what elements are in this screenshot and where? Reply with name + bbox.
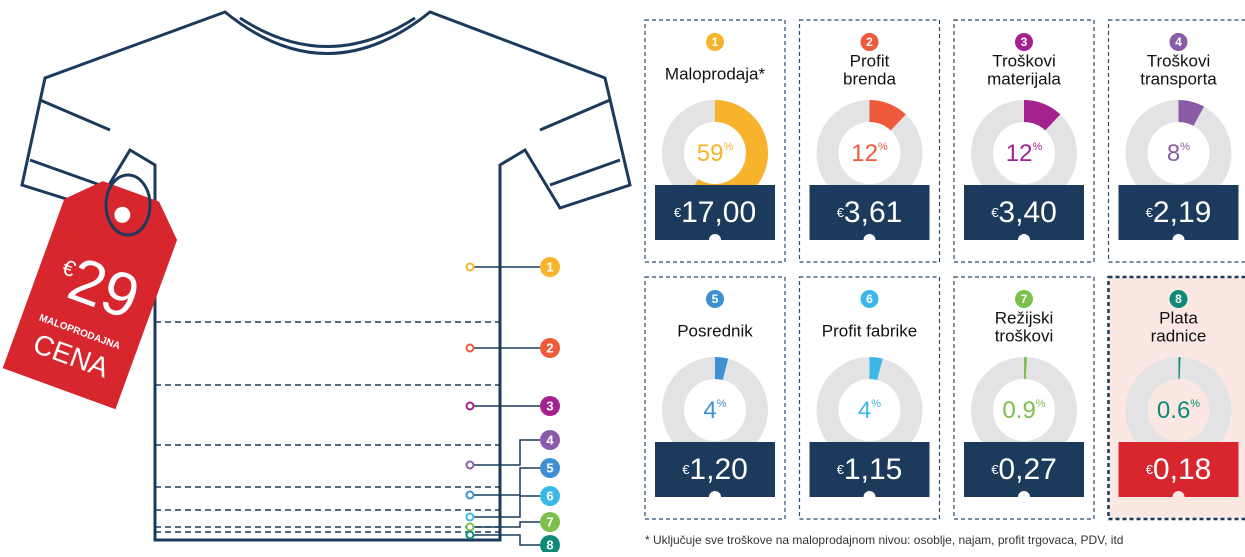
card-number: 8 bbox=[1175, 292, 1182, 306]
card-title: Maloprodaja* bbox=[665, 64, 766, 83]
card-number: 7 bbox=[1021, 292, 1028, 306]
marker-dot bbox=[467, 524, 474, 531]
marker-dot bbox=[467, 532, 474, 539]
card-title: transporta bbox=[1140, 69, 1217, 88]
card-title: Troškovi bbox=[1147, 51, 1211, 70]
card-number: 2 bbox=[866, 35, 873, 49]
card-title: Profit bbox=[850, 51, 890, 70]
card-number: 5 bbox=[712, 292, 719, 306]
price-value: 2,19 bbox=[1153, 196, 1211, 229]
percent-sign: % bbox=[1190, 398, 1200, 410]
marker-number: 6 bbox=[546, 488, 553, 503]
price-value: 3,40 bbox=[998, 196, 1056, 229]
ticket-notch bbox=[864, 234, 876, 246]
ticket-notch bbox=[1173, 234, 1185, 246]
price-label: €2,19 bbox=[1146, 196, 1212, 229]
marker-number: 8 bbox=[546, 537, 553, 552]
percent-value: 0.9 bbox=[1002, 397, 1035, 424]
percent-value: 12 bbox=[851, 140, 878, 167]
price-value: 1,20 bbox=[689, 453, 747, 486]
ticket-notch bbox=[864, 491, 876, 503]
percent-sign: % bbox=[1036, 398, 1046, 410]
percent-sign: % bbox=[878, 141, 888, 153]
ticket-notch bbox=[709, 491, 721, 503]
price-label: €1,20 bbox=[682, 453, 748, 486]
percent-sign: % bbox=[871, 398, 881, 410]
percent-value: 59 bbox=[697, 140, 724, 167]
donut-arc bbox=[870, 368, 880, 369]
marker-dot bbox=[467, 264, 474, 271]
marker-number: 1 bbox=[546, 259, 553, 274]
price-label: €3,40 bbox=[991, 196, 1057, 229]
marker-number: 7 bbox=[546, 514, 553, 529]
card-number: 1 bbox=[712, 35, 719, 49]
marker-number: 5 bbox=[546, 460, 553, 475]
leader-line bbox=[470, 468, 540, 495]
ticket-notch bbox=[1173, 491, 1185, 503]
card-title: Troškovi bbox=[992, 51, 1056, 70]
price-value: 1,15 bbox=[844, 453, 902, 486]
leader-line bbox=[470, 440, 540, 465]
card-title: Profit fabrike bbox=[822, 321, 917, 340]
card-title: Posrednik bbox=[677, 321, 753, 340]
price-value: 0,18 bbox=[1153, 453, 1211, 486]
ticket-notch bbox=[1018, 234, 1030, 246]
marker-dot bbox=[467, 345, 474, 352]
card-title: troškovi bbox=[995, 326, 1054, 345]
percent-sign: % bbox=[1180, 141, 1190, 153]
price-label: €3,61 bbox=[837, 196, 903, 229]
price-value: 0,27 bbox=[998, 453, 1056, 486]
footnote: * Uključuje sve troškove na maloprodajno… bbox=[645, 533, 1123, 547]
marker-dot bbox=[467, 403, 474, 410]
marker-number: 4 bbox=[546, 432, 554, 447]
ticket-notch bbox=[709, 234, 721, 246]
marker-number: 2 bbox=[546, 340, 553, 355]
price-label: €17,00 bbox=[674, 196, 756, 229]
price-label: €0,18 bbox=[1146, 453, 1212, 486]
percent-value: 0.6 bbox=[1157, 397, 1190, 424]
marker-dot bbox=[467, 462, 474, 469]
leader-line bbox=[470, 522, 540, 527]
marker-dot bbox=[467, 492, 474, 499]
donut-arc bbox=[715, 368, 725, 369]
infographic: € 29 MALOPRODAJNA CENA 12345678 1Malopro… bbox=[0, 0, 1245, 552]
marker-number: 3 bbox=[546, 398, 553, 413]
price-label: €1,15 bbox=[837, 453, 903, 486]
markers: 1 2 3 4 5 6 7 8 bbox=[467, 257, 561, 552]
donut-arc bbox=[1179, 111, 1199, 116]
price-value: 17,00 bbox=[681, 196, 756, 229]
marker-dot bbox=[467, 514, 474, 521]
card-title: Režijski bbox=[995, 308, 1054, 327]
card-title: brenda bbox=[843, 69, 896, 88]
percent-sign: % bbox=[723, 141, 733, 153]
percent-sign: % bbox=[1032, 141, 1042, 153]
ticket-notch bbox=[1018, 491, 1030, 503]
percent-value: 8 bbox=[1167, 140, 1180, 167]
card-number: 3 bbox=[1021, 35, 1028, 49]
card-title: radnice bbox=[1151, 326, 1207, 345]
price-label: €0,27 bbox=[991, 453, 1057, 486]
percent-value: 4 bbox=[703, 397, 716, 424]
donut-arc bbox=[1024, 111, 1053, 122]
percent-sign: % bbox=[717, 398, 727, 410]
card-number: 6 bbox=[866, 292, 873, 306]
leader-line bbox=[470, 496, 540, 517]
card-title: Plata bbox=[1159, 308, 1198, 327]
price-value: 3,61 bbox=[844, 196, 902, 229]
percent-value: 12 bbox=[1006, 140, 1033, 167]
price-tag: € 29 MALOPRODAJNA CENA bbox=[3, 171, 188, 409]
card-number: 4 bbox=[1175, 35, 1182, 49]
percent-value: 4 bbox=[858, 397, 871, 424]
donut-arc bbox=[870, 111, 899, 122]
card-title: materijala bbox=[987, 69, 1061, 88]
